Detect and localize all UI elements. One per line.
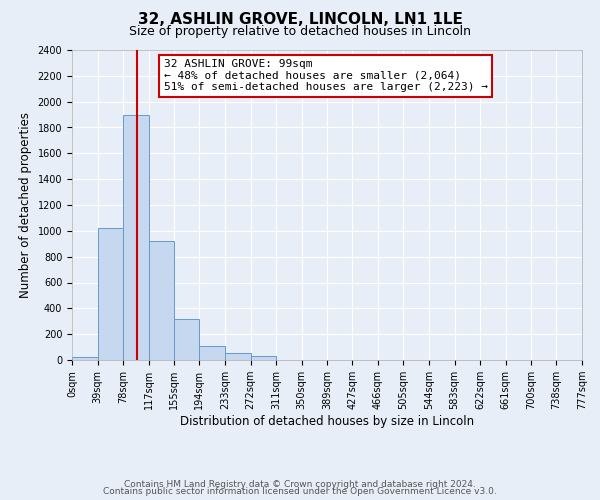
X-axis label: Distribution of detached houses by size in Lincoln: Distribution of detached houses by size … (180, 415, 474, 428)
Bar (149, 241, 174, 360)
Bar (174, 318, 199, 360)
Bar (199, 346, 225, 360)
Text: Size of property relative to detached houses in Lincoln: Size of property relative to detached ho… (129, 25, 471, 38)
Y-axis label: Number of detached properties: Number of detached properties (19, 112, 32, 298)
Text: Contains public sector information licensed under the Open Government Licence v3: Contains public sector information licen… (103, 487, 497, 496)
Bar (251, 356, 276, 360)
Bar (225, 353, 251, 360)
Text: 32 ASHLIN GROVE: 99sqm
← 48% of detached houses are smaller (2,064)
51% of semi-: 32 ASHLIN GROVE: 99sqm ← 48% of detached… (164, 60, 488, 92)
Text: Contains HM Land Registry data © Crown copyright and database right 2024.: Contains HM Land Registry data © Crown c… (124, 480, 476, 489)
Text: 32, ASHLIN GROVE, LINCOLN, LN1 1LE: 32, ASHLIN GROVE, LINCOLN, LN1 1LE (137, 12, 463, 28)
Bar (98, 228, 123, 360)
Bar (123, 114, 149, 360)
Bar (72, 357, 98, 360)
